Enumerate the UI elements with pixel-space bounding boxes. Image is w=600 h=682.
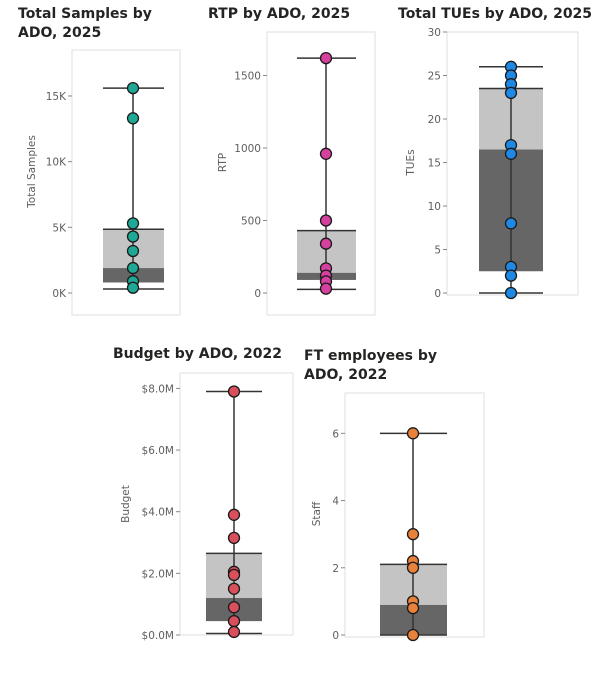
data-point [504, 147, 518, 160]
y-tick-label: 15 [428, 158, 441, 170]
chart-plot-area: 0K 5K 10K 15K Total Samples [26, 49, 181, 316]
chart-title: RTP by ADO, 2025 [208, 6, 350, 22]
data-point [227, 385, 241, 398]
y-tick-label: 10 [428, 201, 441, 213]
y-tick-label: 25 [428, 71, 441, 83]
chart-title: Total TUEs by ADO, 2025 [398, 6, 592, 22]
y-tick-label: 0 [332, 630, 339, 642]
chart-plot-area: 0 5 10 15 20 25 30 TUEs [405, 27, 579, 300]
y-axis-label: Budget [120, 485, 132, 523]
chart-title-line-1: FT employees by [304, 348, 437, 364]
y-tick-label: 10K [46, 157, 67, 169]
y-tick-label: $4.0M [142, 507, 174, 519]
data-point [406, 628, 420, 642]
data-point [504, 269, 518, 282]
data-point [227, 531, 241, 545]
chart-tues: Total TUEs by ADO, 2025 0 5 10 15 20 25 30 TUEs [398, 6, 592, 300]
y-tick-label: 0 [254, 288, 261, 300]
data-point [319, 214, 333, 227]
y-tick-label: $8.0M [142, 383, 174, 395]
data-point [504, 86, 518, 100]
chart-total-samples: Total Samples by 0K 5K 10K 15K Total Samples… [18, 6, 181, 316]
y-tick-label: 1000 [234, 143, 261, 155]
data-point [319, 51, 333, 65]
data-point [406, 528, 420, 541]
data-point [126, 230, 140, 243]
data-point [227, 582, 241, 595]
y-tick-label: 20 [428, 114, 441, 126]
data-point [406, 601, 420, 615]
data-point [126, 81, 140, 95]
plot-frame [71, 49, 181, 316]
y-axis-label: Total Samples [26, 135, 38, 209]
data-point [504, 286, 518, 300]
data-point [126, 112, 140, 125]
chart-title-line-2: ADO, 2025 [18, 25, 101, 41]
data-point [319, 237, 333, 250]
data-point [504, 217, 518, 230]
data-point [126, 217, 140, 230]
data-point [319, 282, 333, 295]
plot-frame [266, 31, 376, 316]
chart-title-line-1: Total Samples by [18, 6, 152, 22]
y-tick-label: $0.0M [142, 630, 174, 642]
data-point [227, 601, 241, 614]
y-tick-label: 500 [241, 216, 261, 228]
y-tick-label: 15K [46, 91, 67, 103]
data-point [319, 147, 333, 160]
y-tick-label: 5K [52, 222, 67, 234]
y-axis-label: Staff [311, 501, 323, 526]
chart-title: Budget by ADO, 2022 [113, 346, 282, 362]
chart-plot-area: 0 2 4 6 Staff [311, 392, 485, 642]
data-point [227, 625, 241, 639]
data-point [126, 261, 140, 275]
chart-plot-area: 0 500 1000 1500 RTP [217, 31, 376, 316]
y-tick-label: 2 [332, 563, 339, 575]
y-tick-label: 5 [434, 245, 441, 257]
data-point [406, 561, 420, 574]
chart-title-line-2: ADO, 2022 [304, 367, 387, 383]
chart-plot-area: $0.0M $2.0M $4.0M $6.0M $8.0M Budget [120, 372, 294, 642]
y-tick-label: 1500 [234, 71, 261, 83]
data-point [406, 427, 420, 440]
y-tick-label: 30 [428, 27, 441, 39]
y-tick-label: $2.0M [142, 568, 174, 580]
y-tick-label: 0 [434, 288, 441, 300]
data-point [227, 614, 241, 628]
y-tick-label: 0K [52, 288, 67, 300]
y-tick-label: 4 [332, 496, 339, 508]
chart-rtp: RTP by ADO, 2025 0 500 1000 1500 RTP [208, 6, 376, 316]
y-axis-label: TUEs [405, 149, 417, 176]
data-point [126, 244, 140, 258]
chart-ft-employees: FT employees by 0 2 4 6 Staff ADO, 2022 [304, 348, 485, 642]
chart-budget: Budget by ADO, 2022 $0.0M $2.0M $4.0M $6.0M… [113, 346, 294, 642]
data-point [227, 508, 241, 521]
data-point [227, 568, 241, 582]
y-axis-label: RTP [217, 153, 229, 172]
y-tick-label: $6.0M [142, 445, 174, 457]
y-tick-label: 6 [332, 428, 339, 440]
data-point [126, 281, 140, 294]
